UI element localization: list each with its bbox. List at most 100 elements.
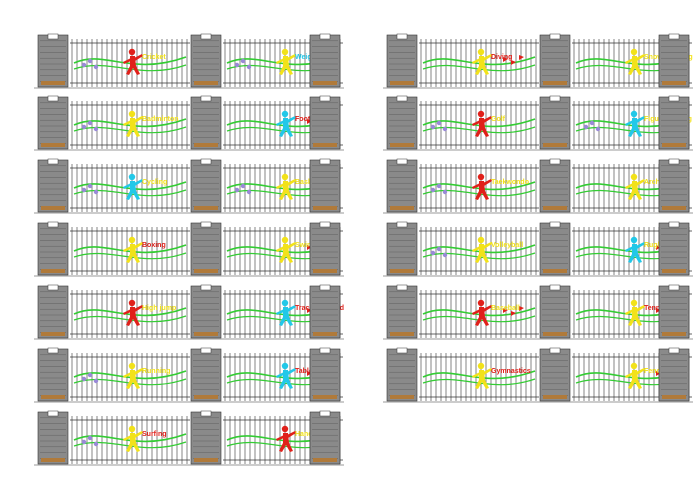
gate-pillar [190, 222, 222, 276]
fence-row-left-2: Badminton Football [34, 95, 344, 151]
athlete-arm [123, 435, 131, 441]
sport-label: High jump [142, 305, 176, 312]
wave-ribbon [73, 433, 187, 443]
sport-label: Golf [491, 116, 506, 123]
wave-ribbon [73, 315, 187, 323]
pillar-plinth [41, 143, 65, 147]
gate-pillar [658, 96, 690, 150]
gate-pillar [190, 34, 222, 88]
athlete-body [126, 118, 140, 137]
athlete-silhouette-icon [625, 236, 645, 263]
pillar-plinth [194, 143, 218, 147]
ball-dot-icon [87, 183, 93, 189]
wave-ribbon [422, 118, 536, 128]
pillar-notch [396, 33, 408, 40]
gate-pillar [37, 96, 69, 150]
athlete-body [126, 181, 140, 200]
athlete-body [279, 307, 293, 326]
pillar-plinth [662, 143, 686, 147]
athlete-body [475, 370, 489, 389]
gate-pillar [386, 285, 418, 339]
athlete-head [281, 173, 289, 181]
pillar-plinth [41, 458, 65, 462]
triangle-flag-icon [307, 371, 312, 376]
athlete-head [477, 362, 485, 370]
athlete-arm [472, 58, 480, 64]
athlete-body [126, 56, 140, 75]
athlete-silhouette-icon [276, 48, 296, 75]
pillar-notch [549, 347, 561, 354]
fence-row-left-1: CricketWeightlifting [34, 33, 344, 89]
athlete-silhouette-icon [123, 236, 143, 263]
athlete-head [477, 299, 485, 307]
pillar-notch [47, 410, 59, 417]
pillar-plinth [390, 332, 414, 336]
gate-pillar [37, 348, 69, 402]
athlete-body [126, 244, 140, 263]
pillar-plinth [390, 206, 414, 210]
triangle-flag-icon [656, 308, 661, 313]
pillar-plinth [662, 395, 686, 399]
pillar-notch [319, 158, 331, 165]
fence-row-left-4: BoxingSwimming [34, 221, 344, 277]
athlete-silhouette-icon [276, 110, 296, 137]
ball-dot-icon [246, 189, 252, 195]
athlete-arm [472, 309, 480, 315]
fence-row-left-3: CyclingBasketball [34, 158, 344, 214]
gate-pillar [309, 34, 341, 88]
pillar-notch [549, 158, 561, 165]
fence-rows: CricketWeightlifting Badminton Football Cyc… [34, 33, 693, 466]
athlete-body [628, 370, 642, 389]
athlete-arm [123, 183, 131, 189]
gate-pillar [539, 222, 571, 276]
sport-label: Diving [491, 54, 512, 61]
sport-label: Baseball [491, 305, 520, 312]
athlete-arm [472, 246, 480, 252]
pillar-plinth [41, 332, 65, 336]
athlete-head [477, 48, 485, 56]
athlete-body [628, 118, 642, 137]
athlete-head [281, 48, 289, 56]
ball-dot-icon [442, 252, 448, 258]
gate-pillar [658, 348, 690, 402]
triangle-flag-icon [656, 371, 661, 376]
athlete-silhouette-icon [276, 299, 296, 326]
ball-dot-icon [93, 441, 99, 447]
pillar-plinth [390, 81, 414, 85]
ball-dot-icon [234, 62, 240, 68]
gate-pillar [309, 222, 341, 276]
pillar-notch [47, 284, 59, 291]
athlete-arm [287, 116, 296, 123]
ball-dot-icon [583, 124, 589, 130]
athlete-silhouette-icon [625, 362, 645, 389]
athlete-head [128, 425, 136, 433]
athlete-head [128, 236, 136, 244]
athlete-arm [276, 183, 284, 189]
athlete-body [475, 244, 489, 263]
athlete-silhouette-icon [625, 173, 645, 200]
ball-dot-icon [436, 120, 442, 126]
athlete-head [630, 362, 638, 370]
athlete-arm [123, 246, 131, 252]
athlete-silhouette-icon [276, 362, 296, 389]
athlete-arm [483, 179, 492, 186]
athlete-arm [276, 246, 284, 252]
pillar-notch [319, 347, 331, 354]
wave-ribbon [422, 181, 536, 191]
gate-pillar [539, 34, 571, 88]
wave-ribbon [422, 252, 536, 260]
ball-dot-icon [87, 58, 93, 64]
pillar-plinth [41, 81, 65, 85]
athlete-arm [472, 120, 480, 126]
athlete-body [475, 181, 489, 200]
gate-pillar [190, 348, 222, 402]
pillar-notch [668, 284, 680, 291]
athlete-arm [276, 372, 284, 378]
wave-ribbon [422, 189, 536, 197]
athlete-body [628, 181, 642, 200]
fence-row-right-4: Volleyball Rugby [383, 221, 693, 277]
athlete-body [279, 56, 293, 75]
pillar-notch [549, 221, 561, 228]
athlete-head [477, 173, 485, 181]
